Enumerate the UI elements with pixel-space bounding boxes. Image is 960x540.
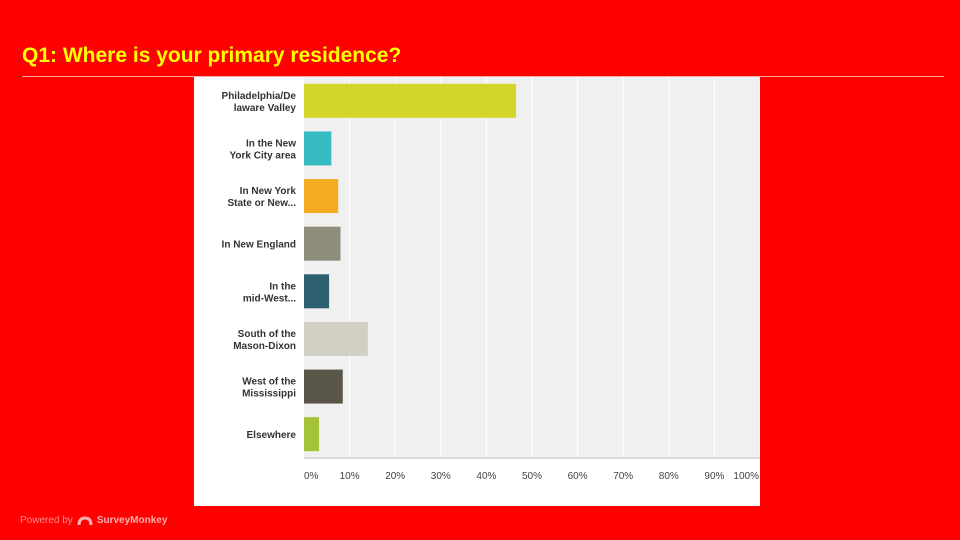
- category-label: Elsewhere: [247, 430, 297, 441]
- x-tick-label: 100%: [733, 471, 759, 482]
- x-tick-label: 90%: [704, 471, 724, 482]
- bar: [304, 369, 343, 404]
- bar: [304, 226, 341, 261]
- x-tick-label: 50%: [522, 471, 542, 482]
- x-tick-label: 60%: [568, 471, 588, 482]
- surveymonkey-logo-icon: [77, 515, 93, 525]
- chart-panel: Philadelphia/De laware Valley In the New Yo…: [194, 77, 760, 506]
- x-tick-label: 30%: [431, 471, 451, 482]
- bar: [304, 131, 332, 166]
- category-label: mid-West...: [243, 293, 296, 304]
- category-label: In New York: [240, 186, 297, 197]
- category-label: In New England: [222, 240, 296, 251]
- footer: Powered by SurveyMonkey: [20, 515, 167, 526]
- bar: [304, 83, 517, 118]
- category-label: Mason-Dixon: [233, 341, 296, 352]
- x-tick-label: 0%: [304, 471, 319, 482]
- category-label: State or New...: [227, 198, 296, 209]
- category-label: South of the: [238, 329, 297, 340]
- surveymonkey-logo-text: SurveyMonkey: [96, 515, 168, 526]
- category-label: Mississippi: [242, 389, 296, 400]
- category-label: In the New: [246, 138, 296, 149]
- slide-title: Q1: Where is your primary residence?: [22, 44, 402, 67]
- x-tick-label: 20%: [385, 471, 405, 482]
- x-tick-label: 80%: [659, 471, 679, 482]
- title-divider: [22, 76, 944, 77]
- category-label: York City area: [229, 150, 296, 161]
- x-tick-label: 40%: [476, 471, 496, 482]
- category-label: Philadelphia/De: [222, 91, 297, 102]
- powered-by-label: Powered by: [20, 515, 73, 526]
- bar: [304, 274, 330, 309]
- bar: [304, 179, 339, 214]
- category-label: West of the: [242, 377, 296, 388]
- category-label: In the: [269, 281, 296, 292]
- bar: [304, 417, 320, 452]
- x-tick-label: 10%: [340, 471, 360, 482]
- x-tick-label: 70%: [613, 471, 633, 482]
- category-label: laware Valley: [234, 103, 297, 114]
- bar: [304, 321, 368, 356]
